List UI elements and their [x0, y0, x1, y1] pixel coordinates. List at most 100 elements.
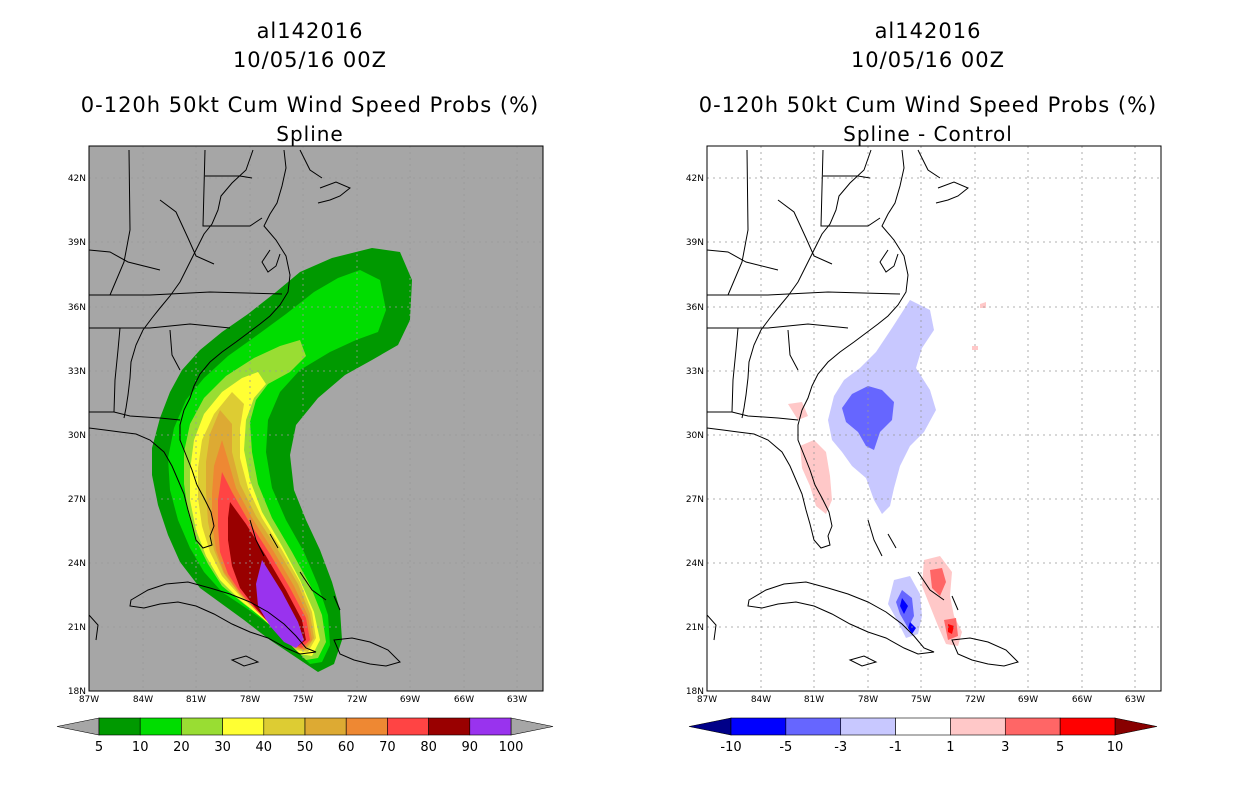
colorbar-label: 10	[1107, 740, 1124, 755]
lat-label: 18N	[68, 687, 86, 697]
lon-label: 87W	[79, 695, 99, 705]
colorbar-label: 40	[256, 740, 273, 755]
colorbar-label: -1	[889, 740, 902, 755]
right-lon-labels: 87W 84W 81W 78W 75W 72W 69W 66W 63W	[697, 695, 1145, 705]
lon-label: 78W	[240, 695, 260, 705]
lat-label: 24N	[68, 559, 86, 569]
colorbar-label: 70	[379, 740, 396, 755]
lat-label: 27N	[686, 495, 704, 505]
lon-label: 66W	[454, 695, 474, 705]
colorbar-label: 3	[1001, 740, 1009, 755]
lon-label: 75W	[293, 695, 313, 705]
colorbar-swatch	[950, 717, 1006, 736]
lat-label: 39N	[68, 238, 86, 248]
colorbar-swatch	[222, 717, 265, 736]
contour-neg5-tip	[908, 622, 916, 634]
colorbar-swatch	[840, 717, 896, 736]
colorbar-label: -5	[779, 740, 792, 755]
contour-pos3-south	[930, 568, 946, 596]
lat-label: 36N	[686, 303, 704, 313]
lon-label: 66W	[1072, 695, 1092, 705]
left-probability-contours	[89, 146, 543, 691]
lon-label: 81W	[804, 695, 824, 705]
lon-label: 72W	[347, 695, 367, 705]
colorbar-low-triangle	[688, 717, 732, 736]
lon-label: 87W	[697, 695, 717, 705]
colorbar-label: -10	[720, 740, 741, 755]
lon-label: 75W	[911, 695, 931, 705]
lon-label: 69W	[1018, 695, 1038, 705]
colorbar-swatch	[785, 717, 842, 736]
colorbar-swatch	[98, 717, 141, 736]
lon-label: 84W	[751, 695, 771, 705]
lat-label: 30N	[686, 431, 704, 441]
right-datetime: 10/05/16 00Z	[850, 48, 1006, 72]
colorbar-swatch	[181, 717, 223, 736]
right-subtitle: Spline - Control	[843, 122, 1013, 146]
colorbar-swatch	[345, 717, 388, 736]
right-product-title: 0-120h 50kt Cum Wind Speed Probs (%)	[698, 93, 1158, 117]
lon-label: 69W	[400, 695, 420, 705]
contour-pos1-north	[788, 402, 808, 420]
colorbar-swatch	[387, 717, 429, 736]
colorbar-swatch	[139, 717, 182, 736]
contour-pos1-dots	[972, 346, 978, 350]
colorbar-label: 50	[297, 740, 314, 755]
lat-label: 21N	[686, 623, 704, 633]
lon-label: 63W	[1125, 695, 1145, 705]
colorbar-label: 5	[95, 740, 103, 755]
colorbar-high-triangle	[510, 717, 554, 736]
colorbar-swatch	[428, 717, 471, 736]
colorbar-swatch	[304, 717, 347, 736]
lat-label: 33N	[686, 367, 704, 377]
left-lat-labels: 42N 39N 36N 33N 30N 27N 24N 21N 18N	[68, 174, 86, 697]
lat-label: 24N	[686, 559, 704, 569]
lat-label: 42N	[68, 174, 86, 184]
lat-label: 21N	[68, 623, 86, 633]
contour-pos1-offshore	[980, 302, 986, 308]
contour-pos1-florida	[800, 440, 832, 514]
colorbar-swatch	[730, 717, 787, 736]
colorbar-swatch	[263, 717, 306, 736]
colorbar-label: 30	[214, 740, 231, 755]
colorbar-swatch	[469, 717, 512, 736]
colorbar-label: 100	[499, 740, 524, 755]
lat-label: 18N	[686, 687, 704, 697]
left-colorbar: 5 10 20 30 40 50 60 70 80 90 100	[56, 717, 554, 755]
colorbar-label: 10	[132, 740, 149, 755]
lat-label: 42N	[686, 174, 704, 184]
colorbar-label: -3	[834, 740, 847, 755]
lon-label: 63W	[507, 695, 527, 705]
contour-neg5-south	[900, 598, 908, 614]
right-title-block: al142016 10/05/16 00Z 0-120h 50kt Cum Wi…	[618, 17, 1236, 149]
colorbar-label: 80	[420, 740, 437, 755]
colorbar-swatch	[1004, 717, 1061, 736]
colorbar-low-triangle	[56, 717, 100, 736]
left-map-frame	[88, 145, 544, 692]
colorbar-swatch	[1059, 717, 1116, 736]
left-subtitle: Spline	[276, 122, 344, 146]
left-lon-labels: 87W 84W 81W 78W 75W 72W 69W 66W 63W	[79, 695, 527, 705]
colorbar-high-triangle	[1114, 717, 1158, 736]
colorbar-label: 60	[338, 740, 355, 755]
lat-label: 33N	[68, 367, 86, 377]
right-map-frame	[706, 145, 1162, 692]
lat-label: 36N	[68, 303, 86, 313]
colorbar-label: 1	[946, 740, 954, 755]
contour-90pct	[256, 560, 304, 648]
left-product-title: 0-120h 50kt Cum Wind Speed Probs (%)	[80, 93, 540, 117]
colorbar-swatch	[895, 717, 951, 736]
right-storm-id: al142016	[874, 19, 982, 43]
contour-pos5-tip	[948, 624, 954, 634]
left-datetime: 10/05/16 00Z	[232, 48, 388, 72]
lat-label: 39N	[686, 238, 704, 248]
lat-label: 27N	[68, 495, 86, 505]
right-colorbar: -10 -5 -3 -1 1 3 5 10	[688, 717, 1158, 755]
colorbar-label: 5	[1056, 740, 1064, 755]
right-map-panel	[706, 145, 1162, 692]
left-title-block: al142016 10/05/16 00Z 0-120h 50kt Cum Wi…	[0, 17, 620, 149]
lat-label: 30N	[68, 431, 86, 441]
left-map-panel	[88, 145, 544, 692]
right-lat-labels: 42N 39N 36N 33N 30N 27N 24N 21N 18N	[686, 174, 704, 697]
lon-label: 72W	[965, 695, 985, 705]
